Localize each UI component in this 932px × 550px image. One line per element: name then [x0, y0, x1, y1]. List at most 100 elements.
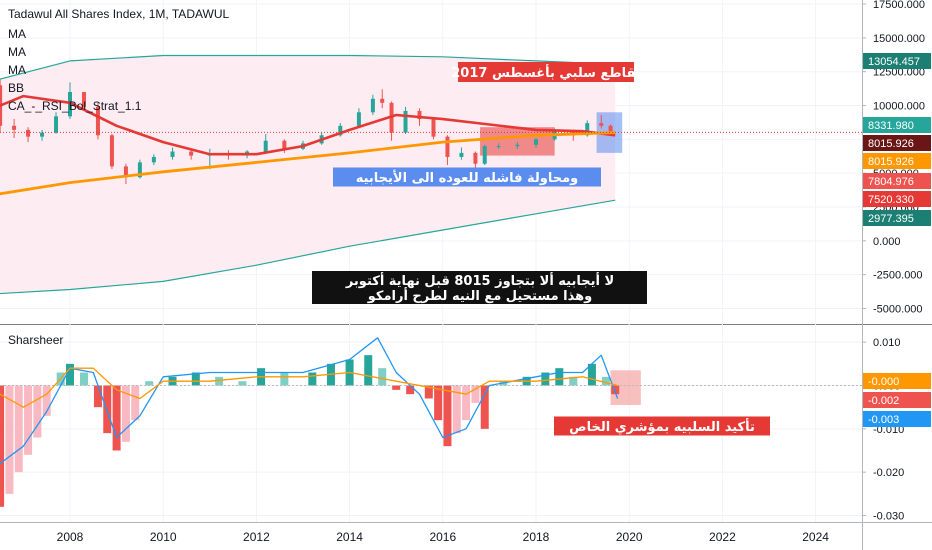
price-label-sub-text-1: -0.002	[868, 395, 899, 407]
candle-body-8	[95, 106, 100, 136]
y-tick-label-main-8: -2500.000	[873, 270, 923, 282]
histogram-bar-32	[443, 385, 452, 447]
indicator-ma-3[interactable]: MA	[8, 63, 26, 77]
y-tick-label-sub-3: -0.020	[873, 467, 904, 479]
candle-body-35	[515, 144, 520, 147]
histogram-bar-19	[215, 376, 224, 386]
y-tick-label-main-3: 10000.000	[873, 101, 925, 113]
candle-body-23	[356, 112, 361, 126]
price-label-main-text-1: 8331.980	[868, 120, 914, 132]
histogram-bar-5	[24, 385, 33, 455]
annotation-note-bg	[312, 271, 647, 304]
candle-body-3	[26, 129, 31, 137]
candle-body-33	[482, 146, 487, 164]
histogram-bar-41	[569, 376, 578, 386]
x-tick-label-2010: 2010	[150, 530, 177, 544]
histogram-bar-34	[462, 385, 471, 421]
y-tick-label-main-7: 0.000	[873, 236, 901, 248]
histogram-bar-18	[191, 372, 200, 386]
candle-body-30	[445, 136, 450, 157]
candle-body-24	[370, 98, 375, 113]
histogram-bar-15	[131, 385, 140, 421]
candle-body-31	[459, 152, 464, 157]
indicator-ma-2[interactable]: MA	[8, 45, 26, 59]
x-tick-label-2008: 2008	[57, 530, 84, 544]
price-label-sub-bg-0	[863, 373, 931, 389]
x-tick-label-2022: 2022	[709, 530, 736, 544]
price-label-main-bg-4	[863, 173, 931, 189]
x-tick-label-2024: 2024	[802, 530, 829, 544]
candle-body-25	[380, 98, 385, 103]
candle-body-27	[403, 110, 408, 133]
histogram-bar-39	[541, 372, 550, 386]
price-label-sub-text-2: -0.003	[868, 414, 899, 426]
candle-body-10	[123, 166, 128, 178]
candle-body-41	[608, 125, 613, 132]
histogram-bar-16	[145, 381, 154, 386]
histogram-bar-4	[14, 385, 23, 473]
annotation-confirm-text: تأكيد السلبيه بمؤشري الخاص	[569, 418, 755, 435]
histogram-bar-33	[452, 385, 461, 434]
candle-body-5	[54, 116, 59, 133]
candle-body-40	[599, 123, 604, 126]
histogram-bar-6	[33, 385, 42, 438]
histogram-bar-27	[378, 368, 387, 386]
x-tick-label-2012: 2012	[243, 530, 270, 544]
indicator-bb[interactable]: BB	[8, 81, 25, 95]
x-tick-label-2016: 2016	[429, 530, 456, 544]
candle-body-12	[151, 156, 156, 163]
annotation-note-line1: لا أيجابيه ألا بتجاوز 8015 قبل نهاية أكت…	[345, 272, 614, 289]
histogram-bar-23	[308, 372, 317, 386]
price-label-main-text-3: 8015.926	[868, 156, 914, 168]
oscillator-line-1	[0, 367, 618, 408]
histogram-bar-3	[5, 385, 14, 494]
histogram-bar-22	[280, 372, 289, 386]
annotation-confirm-bg	[554, 416, 770, 436]
histogram-bar-20	[238, 381, 247, 386]
price-label-main-text-4: 7804.976	[868, 176, 914, 188]
ma-orange-line	[0, 131, 616, 196]
histogram-bar-2	[0, 385, 5, 507]
candle-body-9	[109, 135, 114, 167]
annotation-box-red-zone	[480, 127, 555, 156]
y-tick-label-sub-4: -0.030	[873, 511, 904, 523]
candle-body-22	[338, 125, 343, 136]
price-label-main-bg-1	[863, 117, 931, 133]
bollinger-band-fill	[0, 55, 616, 294]
histogram-bar-44	[611, 385, 620, 395]
price-label-sub-bg-1	[863, 392, 931, 408]
price-label-main-bg-3	[863, 153, 931, 169]
candle-body-34	[496, 146, 501, 148]
histogram-bar-7	[42, 385, 51, 416]
price-label-sub-text-0: -0.000	[868, 376, 899, 388]
histogram-bar-43	[601, 376, 610, 386]
price-label-main-text-2: 8015.926	[868, 138, 914, 150]
histogram-bar-12	[103, 385, 112, 434]
price-label-main-bg-0	[863, 53, 931, 69]
price-label-main-bg-6	[863, 210, 931, 226]
y-tick-label-main-9: -5000.000	[873, 303, 923, 315]
annotation-cross-2017-text: تقاطع سلبي بأغسطس 2017	[451, 64, 640, 81]
y-tick-label-main-2: 12500.000	[873, 67, 925, 79]
candle-body-28	[417, 110, 422, 120]
price-label-main-text-5: 7520.330	[868, 194, 914, 206]
y-tick-label-main-1: 15000.000	[873, 33, 925, 45]
annotation-failed-attempt-text: ومحاولة فاشله للعوده الى الأيجابيه	[356, 169, 579, 186]
indicator-ma-1[interactable]: MA	[8, 27, 26, 41]
histogram-bar-28	[392, 385, 401, 390]
price-label-main-text-6: 2977.395	[868, 213, 914, 225]
chart-title: Tadawul All Shares Index, 1M, TADAWUL	[8, 7, 230, 21]
candle-body-32	[473, 152, 478, 164]
histogram-bar-26	[364, 355, 373, 386]
x-tick-label-2018: 2018	[523, 530, 550, 544]
indicator-rsi-strat[interactable]: CA_-_RSI_Bol_Strat_1.1	[8, 99, 142, 113]
lower-pane-title[interactable]: Sharsheer	[8, 333, 64, 347]
candle-body-7	[81, 92, 86, 107]
histogram-bar-11	[93, 385, 102, 408]
annotation-note-line2: وهذا مستحيل مع النيه لطرح أرامكو	[367, 287, 592, 304]
histogram-bar-40	[555, 368, 564, 386]
bollinger-lower-line	[0, 199, 616, 295]
histogram-bar-30	[424, 385, 433, 399]
